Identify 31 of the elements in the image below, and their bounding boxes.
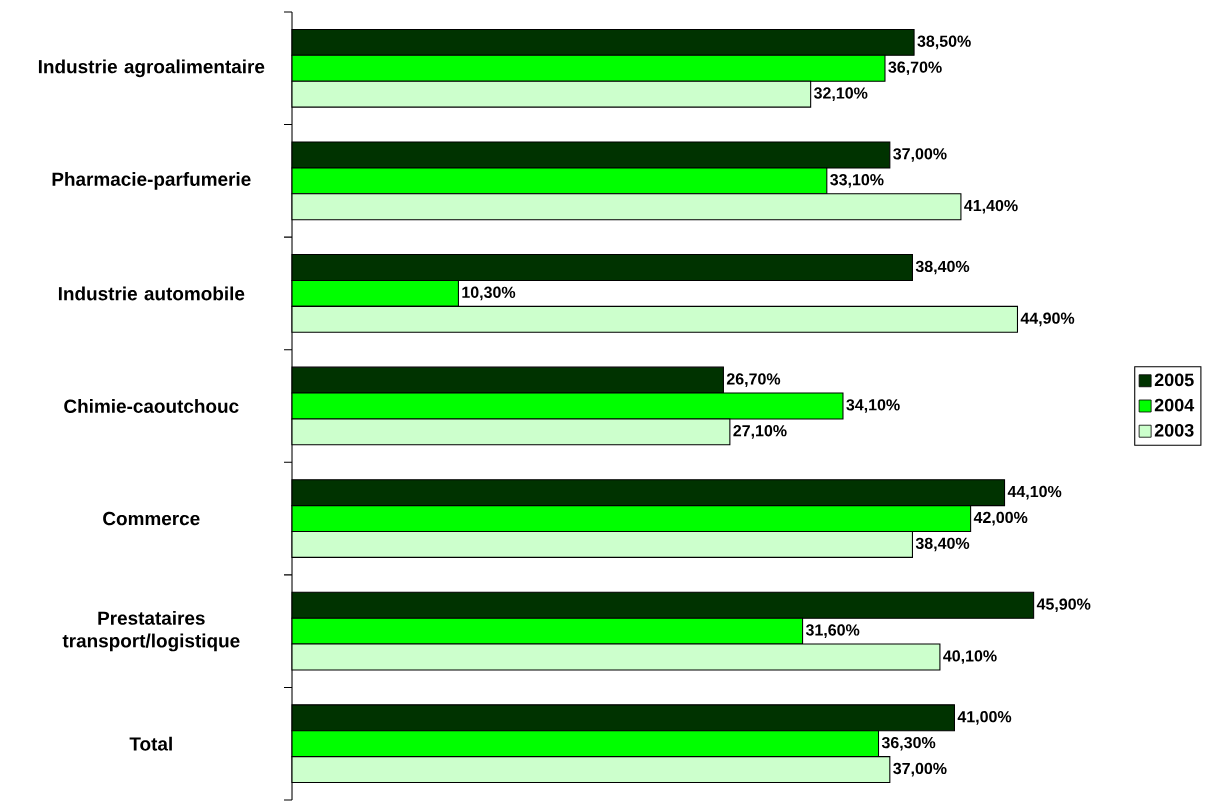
data-label: 10,30% xyxy=(462,286,516,301)
data-label: 26,70% xyxy=(726,373,781,387)
data-label: 38,40% xyxy=(915,537,970,552)
y-tick-label: Industrie agroalimentaire xyxy=(38,59,265,78)
data-label: 40,10% xyxy=(943,650,997,664)
data-label: 41,00% xyxy=(957,711,1012,725)
y-tick-label: Total xyxy=(129,736,172,751)
legend-label: 2003 xyxy=(1154,423,1194,437)
legend-label: 2005 xyxy=(1154,373,1194,387)
data-label: 37,00% xyxy=(893,148,947,162)
data-label: 37,00% xyxy=(893,762,947,777)
data-label: 42,00% xyxy=(973,511,1028,526)
data-label: 33,10% xyxy=(830,174,884,188)
data-label: 44,10% xyxy=(1007,485,1062,500)
y-tick-label: Prestataires transport/logistique xyxy=(62,610,240,652)
data-label: 38,50% xyxy=(917,35,971,50)
y-tick-label: Chimie-caoutchouc xyxy=(64,399,239,413)
data-label: 27,10% xyxy=(733,425,787,439)
data-label: 31,60% xyxy=(805,624,860,638)
data-label: 45,90% xyxy=(1036,598,1091,613)
y-tick-label: Pharmacie-parfumerie xyxy=(52,172,251,190)
data-label: 36,30% xyxy=(881,736,936,751)
data-label: 32,10% xyxy=(813,87,868,101)
data-label: 36,70% xyxy=(888,61,942,76)
y-tick-label: Industrie automobile xyxy=(58,286,245,301)
data-label: 34,10% xyxy=(846,399,900,413)
y-tick-label: Commerce xyxy=(103,511,200,526)
data-label: 38,40% xyxy=(915,260,970,275)
data-label: 41,40% xyxy=(964,199,1018,214)
data-label: 44,90% xyxy=(1020,312,1075,327)
legend-label: 2004 xyxy=(1154,398,1195,412)
